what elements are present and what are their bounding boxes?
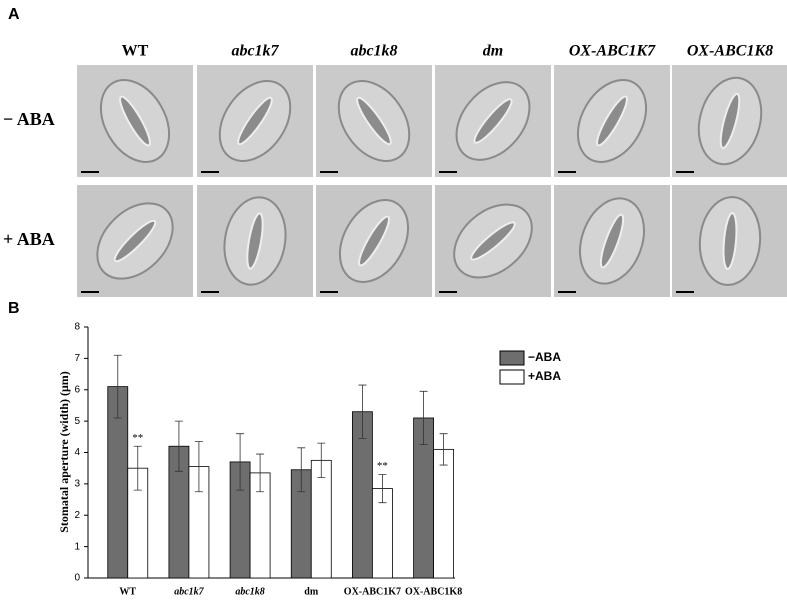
pore <box>596 95 628 147</box>
legend-swatch <box>499 350 525 366</box>
column-header: OX-ABC1K7 <box>569 43 656 60</box>
column-header: abc1k7 <box>231 43 279 60</box>
error-bar <box>439 433 448 466</box>
y-tick-label: 7 <box>74 353 80 364</box>
error-bar <box>317 442 326 478</box>
error-bar <box>419 390 428 446</box>
pore <box>356 96 392 146</box>
error-bar <box>236 433 245 491</box>
significance: ** <box>377 460 388 472</box>
x-tick-label: dm <box>304 586 319 597</box>
x-tick-label: OX-ABC1K8 <box>405 586 462 597</box>
column-header: dm <box>483 43 503 60</box>
x-tick-label: abc1k7 <box>174 586 204 597</box>
y-tick-label: 5 <box>74 416 80 427</box>
panel-label: B <box>8 300 20 317</box>
error-bar <box>133 445 142 491</box>
pore <box>470 221 516 261</box>
y-tick-label: 6 <box>74 384 80 395</box>
legend-swatch <box>499 369 525 385</box>
pore <box>237 96 273 146</box>
error-bar <box>113 354 122 419</box>
y-tick-label: 4 <box>74 447 80 458</box>
significance: ** <box>132 432 143 444</box>
column-header: WT <box>122 43 149 60</box>
y-axis-label: Stomatal aperture (width) (μm) <box>57 371 71 533</box>
y-tick-label: 0 <box>74 573 80 584</box>
pore <box>599 213 625 269</box>
error-bar <box>358 384 367 439</box>
y-tick-label: 3 <box>74 479 80 490</box>
x-tick-label: WT <box>119 586 136 597</box>
y-tick-label: 1 <box>74 541 80 552</box>
pore <box>473 98 513 144</box>
error-bar <box>378 474 387 504</box>
error-bar <box>174 420 183 472</box>
legend-label: +ABA <box>528 369 561 383</box>
panel-label: A <box>8 6 20 23</box>
legend-label: −ABA <box>528 350 561 364</box>
x-tick-label: OX-ABC1K7 <box>344 586 401 597</box>
error-bar <box>194 441 203 493</box>
pore <box>113 219 157 263</box>
x-tick-label: abc1k8 <box>235 586 264 597</box>
column-header: abc1k8 <box>350 43 397 60</box>
pore <box>722 212 738 270</box>
bar <box>433 448 454 579</box>
pore <box>358 215 390 267</box>
y-tick-label: 2 <box>74 510 80 521</box>
error-bar <box>256 453 265 493</box>
pore <box>719 92 741 150</box>
pore <box>246 212 264 270</box>
y-tick-label: 8 <box>74 322 80 333</box>
error-bar <box>297 447 306 493</box>
pore <box>119 95 151 147</box>
row-label: + ABA <box>3 229 55 249</box>
row-label: − ABA <box>3 109 55 129</box>
column-header: OX-ABC1K8 <box>687 43 773 60</box>
